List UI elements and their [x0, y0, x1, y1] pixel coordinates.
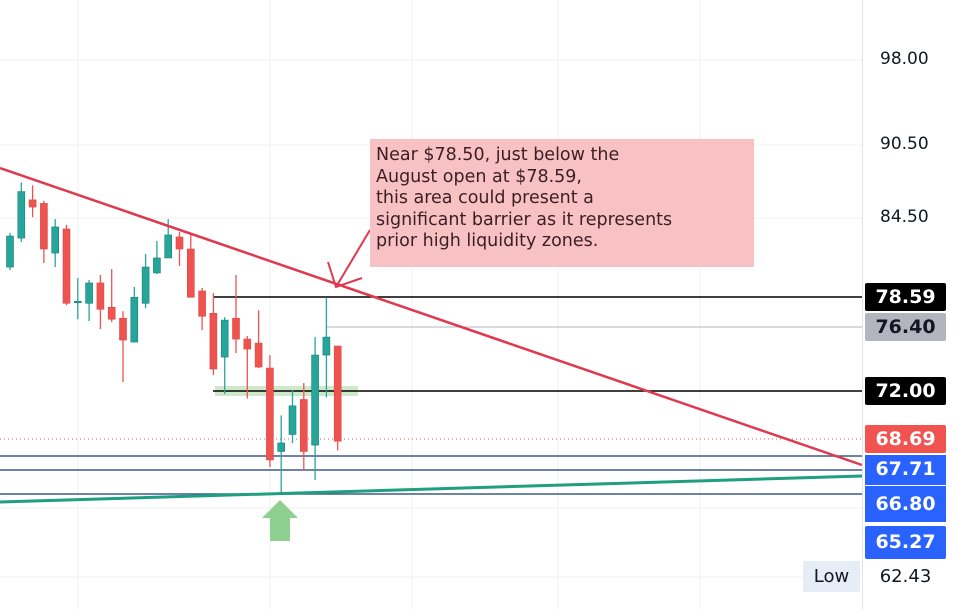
arrow-head-icon	[327, 261, 363, 289]
ascending-trendline	[0, 474, 863, 504]
annotation-line: significant barrier as it represents	[376, 209, 673, 230]
candle-up	[85, 282, 93, 304]
drawings	[0, 166, 863, 541]
candle-up	[164, 234, 172, 259]
candle-down	[209, 312, 218, 370]
candle-up	[288, 405, 297, 435]
low-label: Low	[803, 561, 860, 592]
price-tag: 66.80	[865, 486, 946, 522]
current-price-tag: 68.69	[865, 425, 946, 453]
candle-up	[277, 442, 286, 452]
candle-up	[220, 319, 229, 358]
candle-down	[62, 228, 71, 304]
candle-down	[187, 248, 195, 298]
candle-up	[6, 235, 14, 268]
annotation-line: August open at $78.59,	[376, 166, 582, 187]
axis-label: 84.50	[880, 207, 929, 227]
candle-up	[153, 257, 161, 274]
price-axis-divider	[862, 0, 863, 609]
annotation-line: this area could present a	[376, 188, 594, 208]
candle-down	[198, 290, 206, 317]
candle-down	[266, 367, 274, 461]
candle-down	[107, 306, 116, 320]
candle-down	[119, 317, 127, 341]
candle-up	[130, 296, 139, 343]
candle-down	[232, 317, 240, 340]
candle-up	[51, 226, 60, 254]
annotation-arrow	[335, 229, 371, 288]
candle-up	[17, 191, 26, 239]
annotation-line: prior high liquidity zones.	[376, 231, 599, 251]
price-tag: 65.27	[865, 526, 946, 559]
candle-up	[74, 300, 82, 304]
candles	[6, 182, 342, 493]
candle-down	[254, 342, 263, 368]
candle-up	[311, 354, 319, 446]
candle-down	[96, 282, 105, 310]
price-tag-august-open: 78.59	[865, 283, 946, 311]
candle-down	[175, 236, 184, 250]
annotation-line: Near $78.50, just below the	[376, 145, 620, 165]
axis-label: 98.00	[880, 49, 929, 69]
axis-label: 90.50	[880, 134, 929, 154]
candle-down	[40, 203, 48, 250]
candle-up	[322, 336, 331, 356]
candle-down	[243, 338, 252, 350]
up-arrow-icon	[262, 500, 298, 541]
annotation-callout[interactable]: Near $78.50, just below the August open …	[370, 139, 754, 267]
grid	[0, 0, 862, 609]
price-tag: 76.40	[865, 313, 946, 341]
candle-down	[333, 345, 342, 442]
price-tag: 72.00	[865, 377, 946, 405]
candle-down	[299, 399, 308, 452]
descending-trendline	[0, 166, 863, 467]
price-tag: 67.71	[865, 455, 946, 485]
low-value: 62.43	[879, 566, 932, 587]
price-levels	[0, 296, 862, 495]
candle-down	[28, 199, 37, 208]
candle-up	[141, 266, 150, 304]
